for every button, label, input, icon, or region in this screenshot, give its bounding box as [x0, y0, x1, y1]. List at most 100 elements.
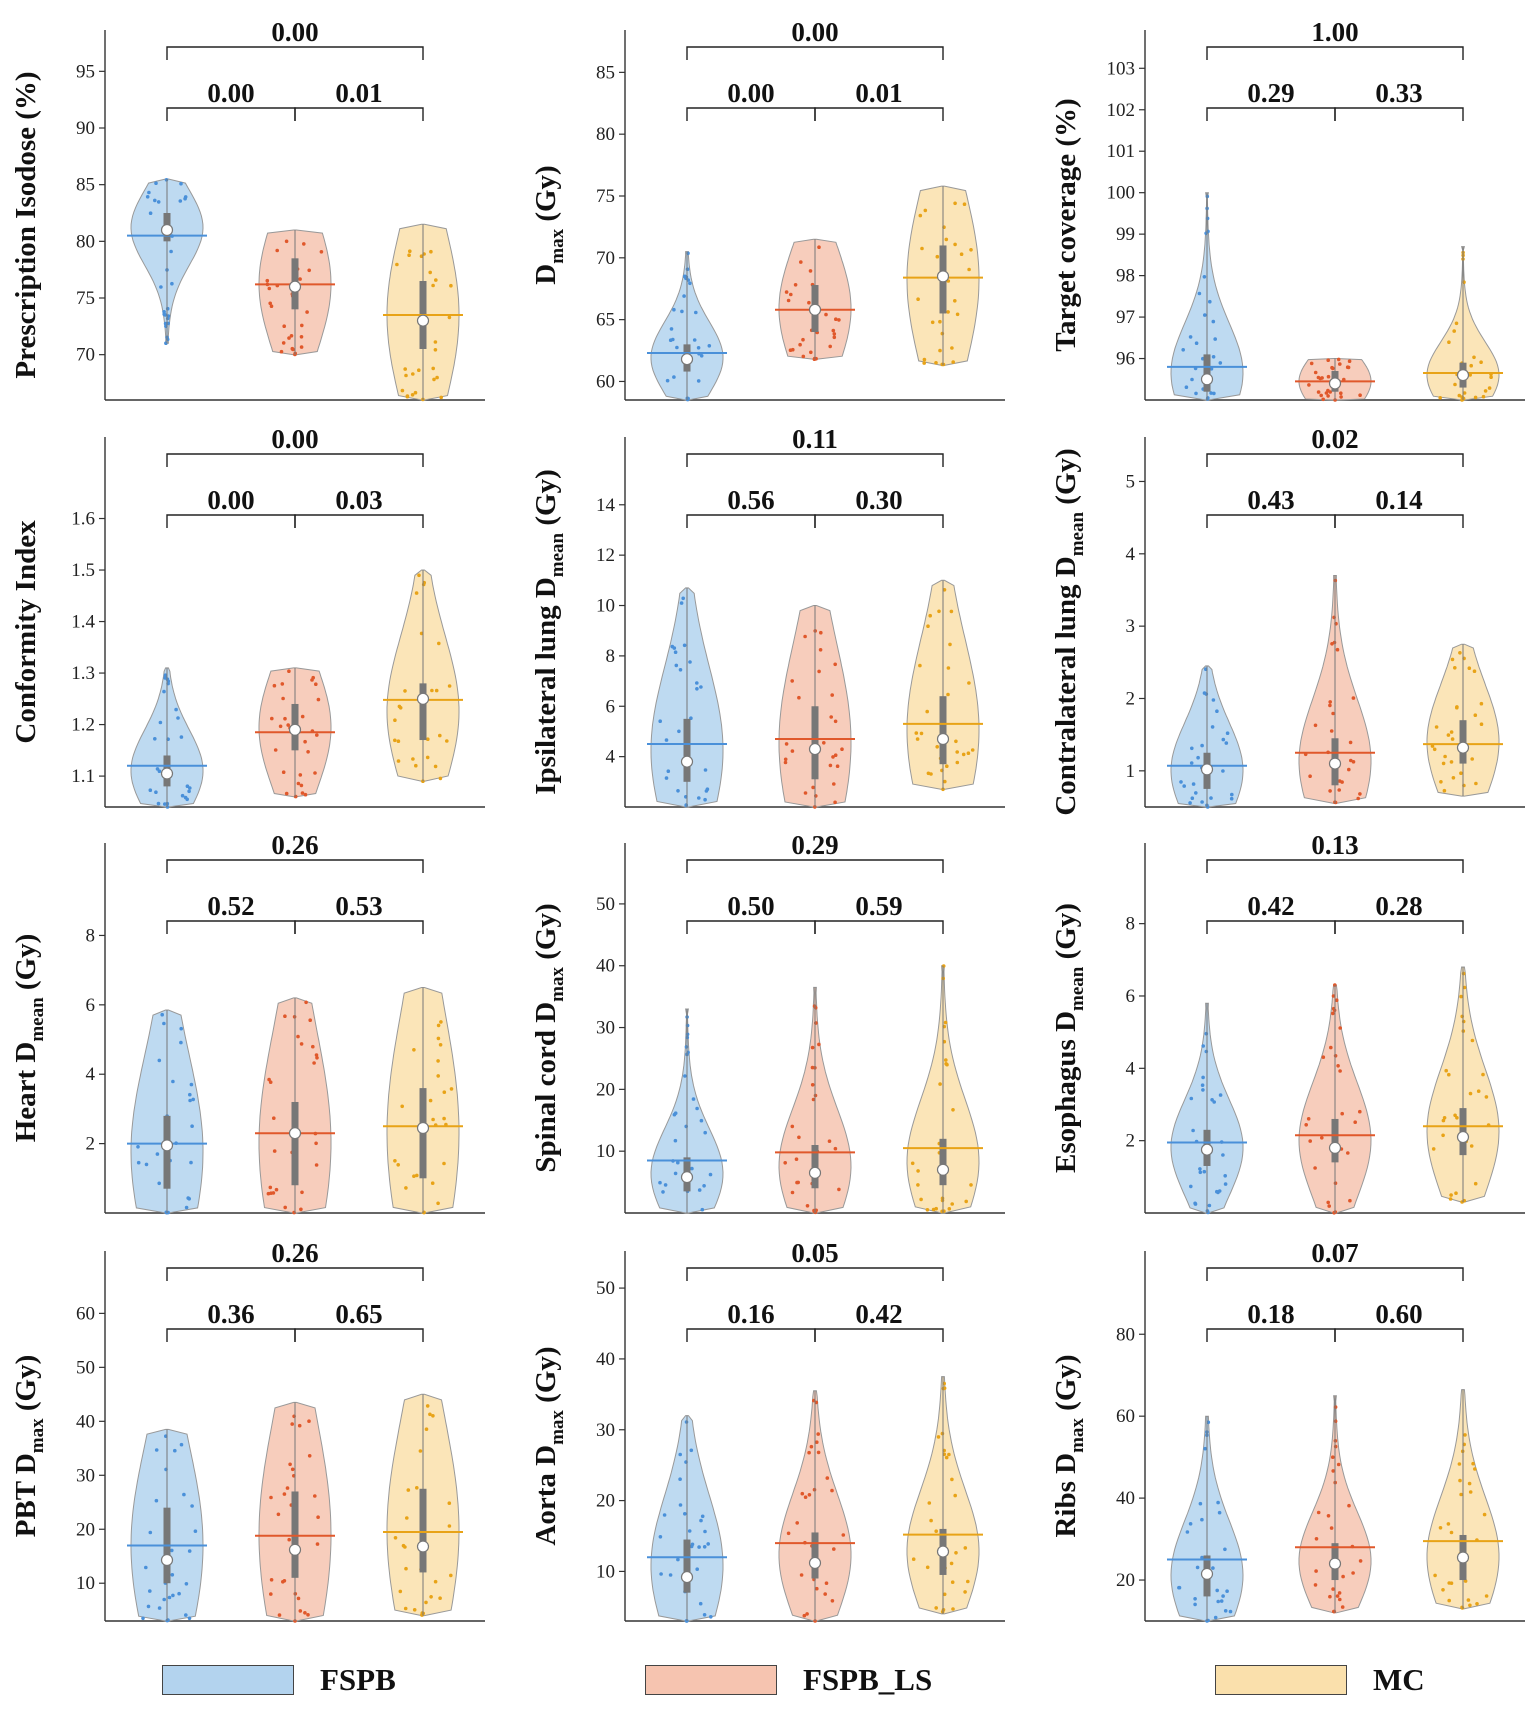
data-point	[170, 281, 174, 286]
y-axis-label: Heart Dmean (Gy)	[10, 934, 48, 1143]
left-bracket	[686, 920, 816, 934]
data-point	[786, 298, 791, 303]
data-point	[155, 767, 160, 771]
legend-label-fspb: FSPB	[320, 1662, 396, 1697]
data-point	[830, 693, 834, 697]
data-point	[930, 320, 935, 325]
legend-label-fspb-ls: FSPB_LS	[803, 1662, 933, 1697]
data-point	[1458, 651, 1462, 655]
data-point	[136, 1160, 141, 1165]
data-point	[1333, 1444, 1338, 1449]
data-point	[937, 609, 941, 614]
y-tick-label: 101	[1107, 141, 1136, 162]
data-point	[664, 738, 669, 742]
data-point	[837, 318, 841, 322]
data-point	[1333, 983, 1337, 987]
y-tick-label: 40	[596, 1349, 615, 1370]
data-point	[920, 246, 924, 251]
data-point	[676, 1557, 680, 1562]
data-point	[428, 1098, 433, 1103]
data-point	[298, 1609, 303, 1613]
data-point	[918, 213, 923, 218]
median-marker	[808, 1556, 822, 1570]
data-point	[946, 310, 950, 314]
data-point	[1451, 776, 1456, 780]
data-point	[308, 1018, 313, 1022]
data-point	[803, 1495, 808, 1499]
data-point	[1188, 335, 1193, 339]
data-point	[398, 706, 403, 710]
data-point	[966, 751, 971, 755]
data-point	[273, 748, 278, 752]
data-point	[434, 688, 439, 693]
data-point	[1457, 1462, 1462, 1466]
data-point	[1461, 971, 1466, 976]
data-point	[833, 1146, 838, 1151]
data-point	[1446, 733, 1451, 737]
data-point	[281, 341, 286, 345]
data-point	[302, 242, 306, 246]
left-bracket	[686, 107, 816, 121]
y-tick-label: 97	[1116, 307, 1135, 328]
data-point	[162, 689, 166, 694]
data-point	[1340, 1605, 1345, 1609]
violin-fspb-ls	[1295, 1395, 1375, 1614]
violin-fspb	[647, 251, 727, 402]
right-bracket	[1334, 920, 1464, 934]
data-point	[296, 1034, 300, 1039]
data-point	[287, 336, 291, 340]
data-point	[266, 1191, 271, 1196]
data-point	[190, 1504, 194, 1508]
y-tick-label: 98	[1116, 266, 1135, 287]
data-point	[812, 1209, 817, 1214]
data-point	[1216, 1500, 1220, 1505]
data-point	[950, 1477, 954, 1482]
data-point	[663, 1183, 668, 1187]
data-point	[297, 1423, 302, 1428]
violin-fspb	[127, 1009, 207, 1215]
data-point	[162, 1021, 166, 1026]
data-point	[307, 1454, 312, 1458]
left-bracket	[166, 514, 296, 528]
top-bracket	[686, 453, 944, 467]
data-point	[1450, 737, 1455, 741]
right-pvalue: 0.01	[855, 78, 902, 108]
right-pvalue: 0.30	[855, 485, 902, 515]
top-pvalue: 0.13	[1311, 830, 1358, 860]
data-point	[950, 346, 954, 350]
data-point	[805, 1204, 810, 1208]
data-point	[1333, 1054, 1338, 1058]
data-point	[1329, 729, 1334, 733]
data-point	[914, 731, 919, 735]
y-tick-label: 60	[1116, 1406, 1135, 1427]
data-point	[1473, 395, 1478, 400]
data-point	[942, 1592, 947, 1597]
top-pvalue: 0.07	[1311, 1238, 1358, 1268]
data-point	[176, 716, 180, 720]
data-point	[415, 1173, 419, 1178]
data-point	[954, 739, 958, 744]
data-point	[271, 1191, 276, 1195]
data-point	[659, 1572, 663, 1576]
data-point	[682, 294, 686, 298]
data-point	[265, 278, 270, 283]
data-point	[1318, 376, 1323, 381]
top-bracket	[686, 46, 944, 60]
data-point	[700, 1514, 705, 1519]
data-point	[188, 1098, 192, 1103]
data-point	[1447, 1598, 1451, 1603]
data-point	[1223, 1547, 1227, 1552]
data-point	[436, 1074, 441, 1078]
data-point	[1341, 1574, 1345, 1579]
data-point	[953, 1493, 957, 1498]
data-point	[431, 366, 436, 371]
data-point	[1200, 1555, 1204, 1560]
data-point	[830, 1599, 835, 1603]
data-point	[703, 797, 707, 802]
data-point	[795, 1180, 799, 1185]
data-point	[662, 1513, 667, 1517]
data-point	[831, 328, 836, 333]
y-tick-label: 85	[596, 62, 615, 83]
data-point	[268, 301, 273, 306]
y-tick-label: 8	[86, 925, 96, 946]
